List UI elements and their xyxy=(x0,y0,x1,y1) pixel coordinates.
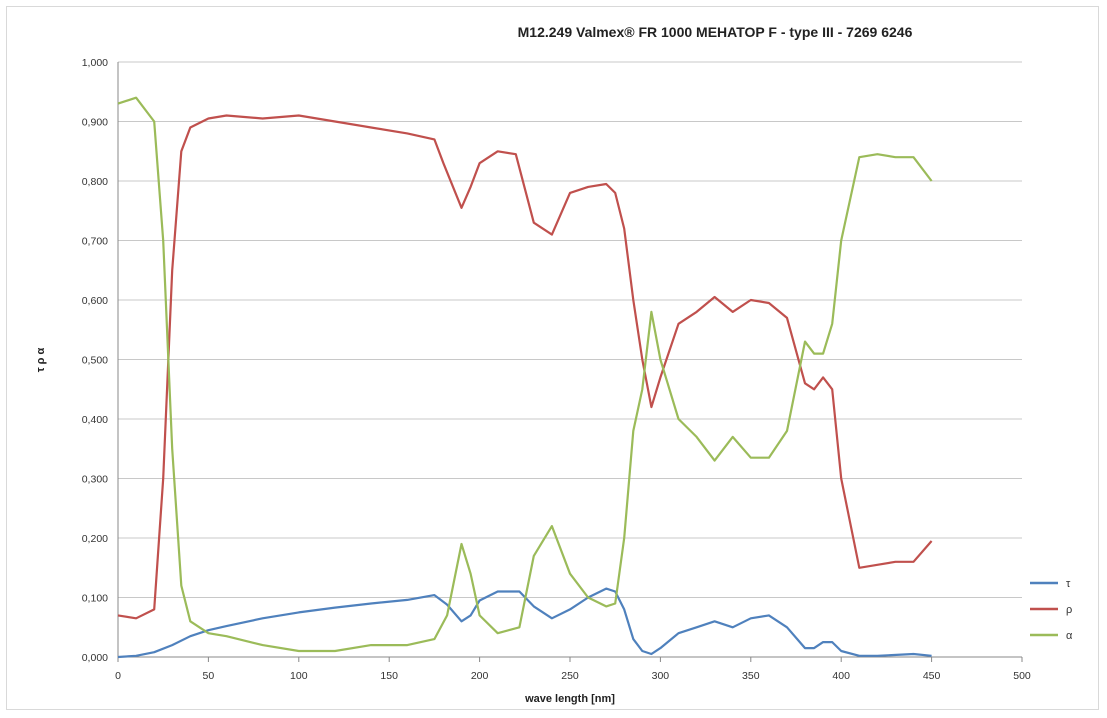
y-tick-label: 0,900 xyxy=(82,117,108,129)
chart-title: M12.249 Valmex® FR 1000 MEHATOP F - type… xyxy=(518,24,913,40)
legend: τ ρ α xyxy=(1030,578,1073,642)
y-tick-label: 0,000 xyxy=(82,652,108,664)
series-line-2 xyxy=(117,114,933,620)
legend-label: α xyxy=(1066,630,1073,642)
x-tick-label: 350 xyxy=(742,670,760,682)
legend-label: ρ xyxy=(1066,604,1072,616)
y-tick-label: 0,400 xyxy=(82,414,108,426)
series-lines xyxy=(117,96,933,659)
x-tick-label: 450 xyxy=(923,670,941,682)
x-tick-label: 500 xyxy=(1013,670,1031,682)
y-tick-label: 0,800 xyxy=(82,176,108,188)
y-tick-label: 0,600 xyxy=(82,295,108,307)
y-tick-labels: 0,000 0,100 0,200 0,300 0,400 0,500 0,600 0,700… xyxy=(82,57,108,664)
x-tick-label: 0 xyxy=(115,670,121,682)
chart-frame xyxy=(6,6,1099,710)
series-line-3 xyxy=(117,96,933,653)
y-axis-label: τ ρ α xyxy=(35,347,47,372)
x-tick-label: 50 xyxy=(203,670,215,682)
legend-label: τ xyxy=(1066,578,1071,590)
y-tick-label: 0,500 xyxy=(82,355,108,367)
x-tick-label: 150 xyxy=(380,670,398,682)
x-tick-labels: 0 50 100 150 200 250 300 350 400 450 500 xyxy=(115,670,1031,682)
x-tick-label: 300 xyxy=(652,670,670,682)
y-tick-label: 0,100 xyxy=(82,593,108,605)
x-tick-label: 100 xyxy=(290,670,308,682)
y-tick-label: 0,700 xyxy=(82,236,108,248)
y-tick-label: 0,300 xyxy=(82,474,108,486)
series-line-1 xyxy=(117,587,932,659)
grid-lines xyxy=(117,61,1023,662)
x-tick-label: 400 xyxy=(832,670,850,682)
x-tick-label: 200 xyxy=(471,670,489,682)
y-tick-label: 1,000 xyxy=(82,57,108,69)
x-axis-label: wave length [nm] xyxy=(524,693,615,705)
x-tick-label: 250 xyxy=(561,670,579,682)
y-tick-label: 0,200 xyxy=(82,533,108,545)
